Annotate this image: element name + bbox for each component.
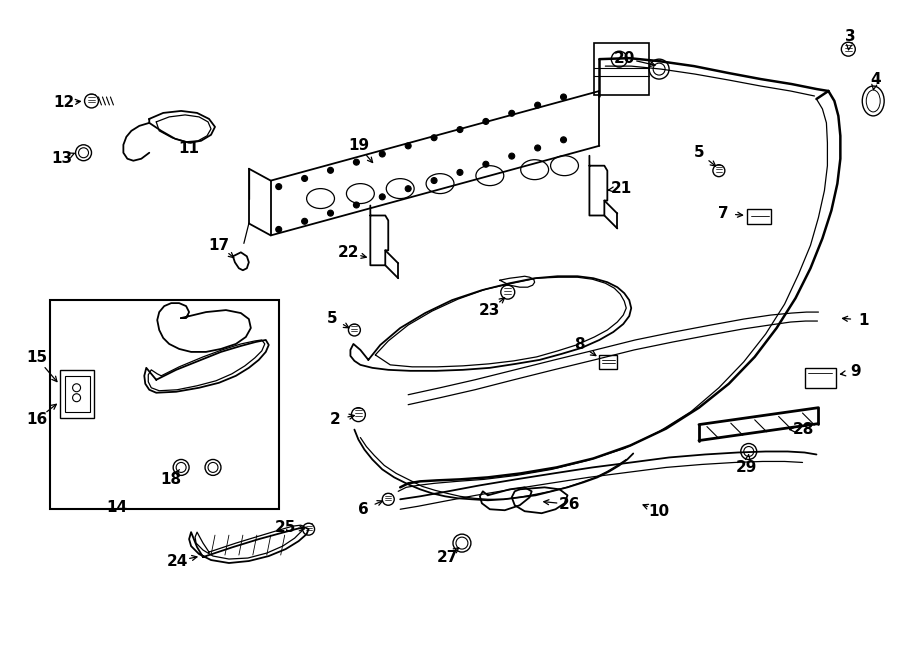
Text: 3: 3 [845, 28, 856, 44]
Text: 5: 5 [694, 145, 705, 160]
Circle shape [535, 145, 541, 151]
Circle shape [457, 169, 463, 175]
Circle shape [275, 183, 282, 189]
Text: 24: 24 [166, 553, 188, 569]
Text: 9: 9 [850, 364, 860, 379]
Text: 17: 17 [209, 238, 230, 253]
Text: 4: 4 [870, 71, 880, 87]
Circle shape [431, 135, 437, 141]
Text: 21: 21 [611, 181, 632, 196]
Bar [805, 368, 836, 388]
Circle shape [302, 175, 308, 181]
Text: 12: 12 [53, 95, 75, 111]
Circle shape [405, 186, 411, 192]
Text: 26: 26 [559, 496, 580, 512]
Text: 16: 16 [26, 412, 48, 427]
Bar [50, 300, 279, 509]
Text: 2: 2 [330, 412, 341, 427]
Text: 7: 7 [717, 206, 728, 221]
Text: 5: 5 [328, 310, 338, 326]
Circle shape [328, 210, 334, 216]
Text: 11: 11 [178, 141, 200, 156]
Circle shape [431, 177, 437, 183]
Text: 14: 14 [106, 500, 127, 515]
Text: 8: 8 [574, 338, 585, 352]
Circle shape [379, 194, 385, 200]
Text: 10: 10 [649, 504, 670, 519]
Text: 15: 15 [26, 350, 48, 365]
Circle shape [561, 137, 566, 143]
Circle shape [405, 143, 411, 149]
Circle shape [535, 102, 541, 108]
Text: 23: 23 [479, 303, 500, 318]
Text: 13: 13 [51, 151, 72, 166]
Bar [599, 355, 617, 369]
Text: 1: 1 [858, 312, 868, 328]
Text: 25: 25 [275, 520, 296, 535]
Circle shape [457, 126, 463, 132]
Text: 22: 22 [338, 245, 359, 260]
Circle shape [302, 218, 308, 224]
Bar [747, 209, 770, 224]
Text: 28: 28 [793, 422, 814, 437]
Circle shape [275, 226, 282, 232]
Bar [65, 376, 89, 412]
Circle shape [561, 94, 566, 100]
Text: 19: 19 [347, 138, 369, 154]
Text: 18: 18 [160, 472, 182, 487]
Circle shape [354, 202, 359, 208]
Circle shape [379, 151, 385, 157]
Circle shape [508, 111, 515, 117]
Circle shape [354, 159, 359, 165]
Text: 27: 27 [436, 549, 458, 565]
Circle shape [328, 167, 334, 173]
Text: 20: 20 [614, 51, 635, 66]
Text: 6: 6 [358, 502, 369, 517]
Circle shape [508, 153, 515, 159]
Text: 29: 29 [736, 460, 758, 475]
Bar [59, 370, 94, 418]
Circle shape [483, 118, 489, 124]
Circle shape [483, 162, 489, 167]
Bar [594, 43, 649, 95]
